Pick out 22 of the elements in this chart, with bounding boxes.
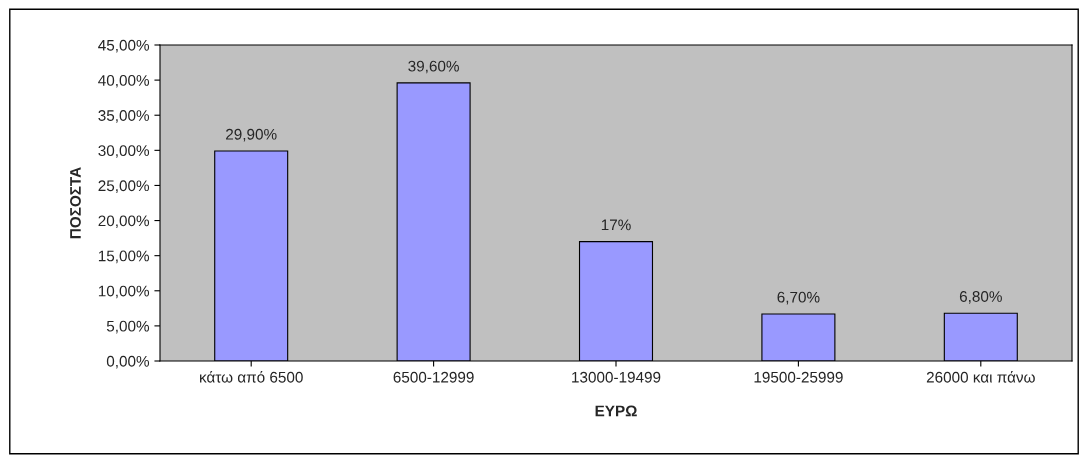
y-tick-label: 25,00% xyxy=(98,180,150,193)
y-tick-label: 30,00% xyxy=(98,145,150,158)
data-label: 6,80% xyxy=(959,291,1002,304)
y-tick-label: 35,00% xyxy=(98,110,150,123)
x-tick-label: 26000 και πάνω xyxy=(926,370,1035,383)
data-label: 39,60% xyxy=(408,60,459,74)
y-tick-label: 20,00% xyxy=(98,215,150,229)
data-label: 6,70% xyxy=(777,291,820,305)
x-tick-label: 6500-12999 xyxy=(393,371,474,383)
y-tick-label: 45,00% xyxy=(98,39,150,53)
x-tick-label: 19500-25999 xyxy=(754,371,843,383)
y-tick-label: 10,00% xyxy=(98,285,150,299)
y-tick-label: 15,00% xyxy=(98,250,150,264)
y-tick-label: 0,00% xyxy=(106,355,150,369)
y-axis-title: ΠΟΣΟΣΤΑ xyxy=(70,167,81,239)
x-axis-title: ΕΥΡΩ xyxy=(595,405,637,417)
data-label: 29,90% xyxy=(226,128,277,142)
y-tick-label: 5,00% xyxy=(106,320,150,334)
x-tick-label: κάτω από 6500 xyxy=(200,370,303,383)
data-label: 17% xyxy=(601,219,631,231)
y-tick-label: 40,00% xyxy=(98,74,150,88)
x-tick-label: 13000-19499 xyxy=(572,371,661,383)
